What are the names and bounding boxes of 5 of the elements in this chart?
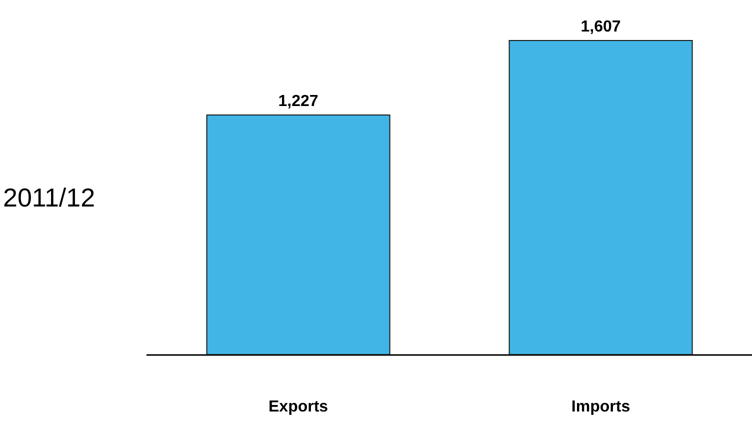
- data-label: 1,227: [278, 92, 318, 110]
- data-label: 1,607: [580, 18, 621, 36]
- y-axis-title: 2011/12: [2, 182, 96, 212]
- x-tick-label: Imports: [571, 398, 630, 416]
- x-tick-label: Exports: [268, 398, 328, 416]
